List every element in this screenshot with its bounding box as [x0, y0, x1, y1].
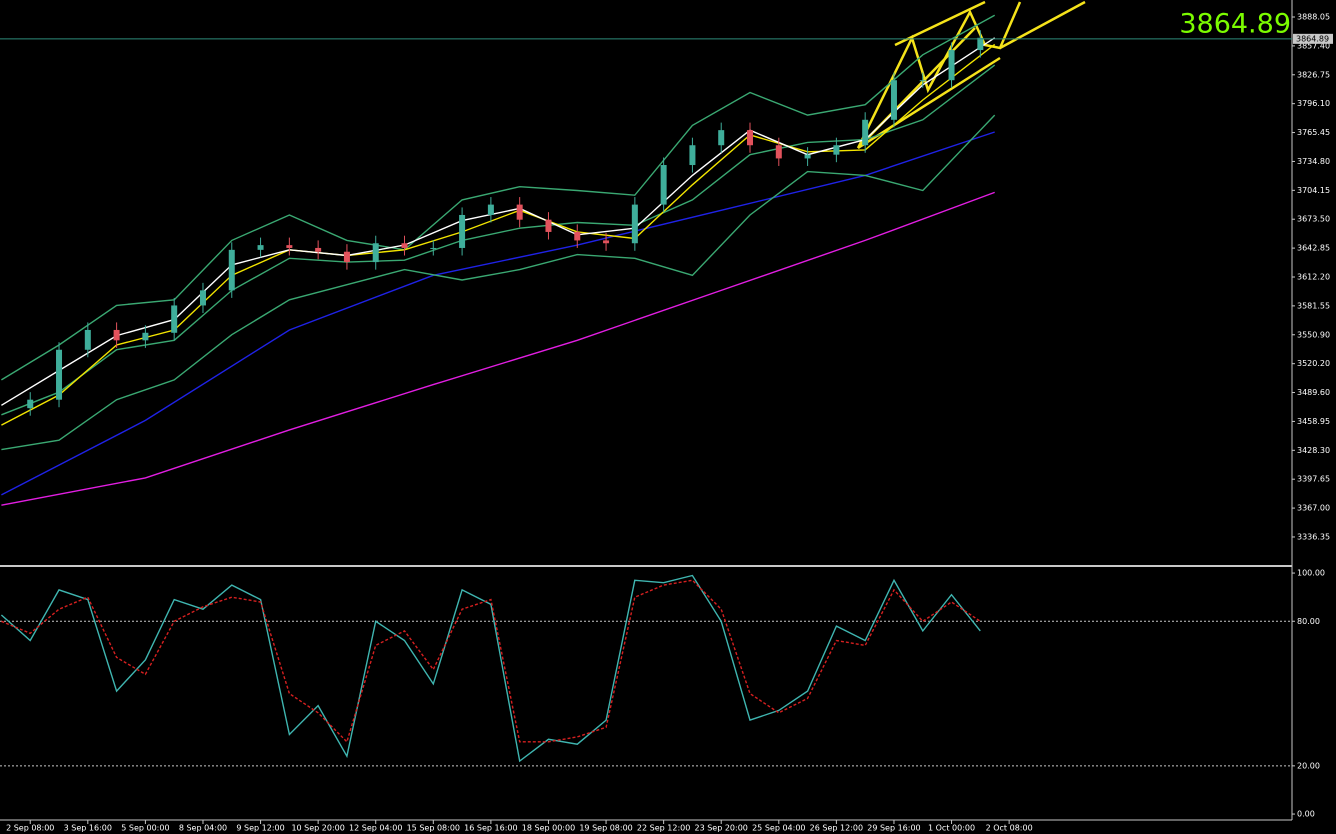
candle-body: [747, 130, 754, 146]
x-tick-label: 26 Sep 12:00: [810, 824, 863, 833]
x-tick-label: 18 Sep 00:00: [522, 824, 575, 833]
indicator-line: [1, 43, 996, 426]
x-tick-label: 16 Sep 16:00: [464, 824, 517, 833]
candle-body: [171, 305, 178, 333]
current-price-label: 3864.89: [1296, 34, 1329, 43]
y-tick-label: 3397.65: [1297, 475, 1330, 484]
candle-body: [430, 247, 437, 249]
indicator-line: [1, 14, 996, 381]
x-tick-label: 12 Sep 04:00: [349, 824, 402, 833]
candle-body: [631, 204, 638, 244]
x-tick-label: 29 Sep 16:00: [867, 824, 920, 833]
candle-body: [775, 145, 782, 159]
x-tick-label: 9 Sep 12:00: [236, 824, 284, 833]
candle-body: [919, 80, 926, 82]
current-price-big: 3864.89: [1179, 9, 1291, 40]
candle-body: [516, 204, 523, 220]
candle-body: [833, 145, 840, 155]
y-tick-label: 3888.05: [1297, 13, 1330, 22]
y-tick-label: 3458.95: [1297, 417, 1330, 426]
y-tick-label: 3642.85: [1297, 244, 1330, 253]
y-tick-label: 100.00: [1297, 569, 1325, 578]
y-tick-label: 3857.40: [1297, 41, 1330, 50]
candle-body: [574, 231, 581, 241]
current-price-box: [1293, 33, 1333, 44]
candle-body: [660, 165, 667, 205]
candle-body: [689, 145, 696, 166]
candle-body: [545, 219, 552, 232]
x-tick-label: 15 Sep 08:00: [407, 824, 460, 833]
candle-body: [27, 399, 34, 409]
candle-body: [257, 245, 264, 250]
candle-body: [142, 332, 149, 341]
x-tick-label: 19 Sep 08:00: [579, 824, 632, 833]
y-tick-label: 3367.00: [1297, 504, 1330, 513]
candle-body: [372, 243, 379, 263]
y-tick-label: 3765.45: [1297, 128, 1330, 137]
indicator-line: [1, 114, 996, 451]
y-tick-label: 0.00: [1297, 810, 1315, 819]
candle-body: [113, 329, 120, 341]
candle-body: [603, 240, 610, 244]
candle-body: [718, 130, 725, 146]
candle-body: [56, 349, 63, 400]
candle-body: [459, 214, 466, 248]
trendline: [857, 56, 1001, 150]
y-tick-label: 3428.30: [1297, 446, 1330, 455]
y-tick-label: 3336.35: [1297, 532, 1330, 541]
indicator-line: [1, 131, 995, 496]
indicator-line: [0, 574, 981, 763]
y-tick-label: 3581.55: [1297, 301, 1330, 310]
x-tick-label: 8 Sep 04:00: [179, 824, 227, 833]
candle-body: [487, 204, 494, 215]
x-tick-label: 25 Sep 04:00: [752, 824, 805, 833]
indicator-line: [1, 579, 981, 744]
y-tick-label: 3550.90: [1297, 330, 1330, 339]
candle-body: [343, 251, 350, 263]
y-tick-label: 3734.80: [1297, 157, 1330, 166]
x-tick-label: 3 Sep 16:00: [64, 824, 112, 833]
candle-body: [286, 245, 293, 248]
y-tick-label: 20.00: [1297, 761, 1320, 770]
arrow: [999, 0, 1086, 50]
candle-body: [84, 329, 91, 350]
x-tick-label: 10 Sep 20:00: [291, 824, 344, 833]
y-tick-label: 80.00: [1297, 617, 1320, 626]
y-tick-label: 3704.15: [1297, 186, 1330, 195]
y-tick-label: 3612.20: [1297, 272, 1330, 281]
y-tick-label: 3796.10: [1297, 99, 1330, 108]
trendline: [894, 0, 986, 47]
candle-body: [401, 243, 408, 248]
candle-body: [862, 119, 869, 146]
x-tick-label: 5 Sep 00:00: [121, 824, 169, 833]
candle-body: [228, 249, 235, 291]
x-tick-label: 2 Oct 08:00: [986, 824, 1033, 833]
x-tick-label: 1 Oct 00:00: [928, 824, 975, 833]
x-tick-label: 22 Sep 12:00: [637, 824, 690, 833]
indicator-line: [1, 64, 996, 416]
y-tick-label: 3826.75: [1297, 70, 1330, 79]
y-tick-label: 3489.60: [1297, 388, 1330, 397]
y-tick-label: 3520.20: [1297, 359, 1330, 368]
candle-body: [977, 37, 984, 51]
indicator-line: [1, 191, 995, 506]
candle-body: [199, 290, 206, 306]
x-tick-label: 23 Sep 20:00: [695, 824, 748, 833]
candle-body: [315, 247, 322, 252]
candle-body: [890, 80, 897, 120]
indicator-line: [1, 37, 996, 406]
candle-body: [804, 154, 811, 159]
y-tick-label: 3673.50: [1297, 215, 1330, 224]
x-tick-label: 2 Sep 08:00: [6, 824, 54, 833]
candle-body: [948, 50, 955, 81]
